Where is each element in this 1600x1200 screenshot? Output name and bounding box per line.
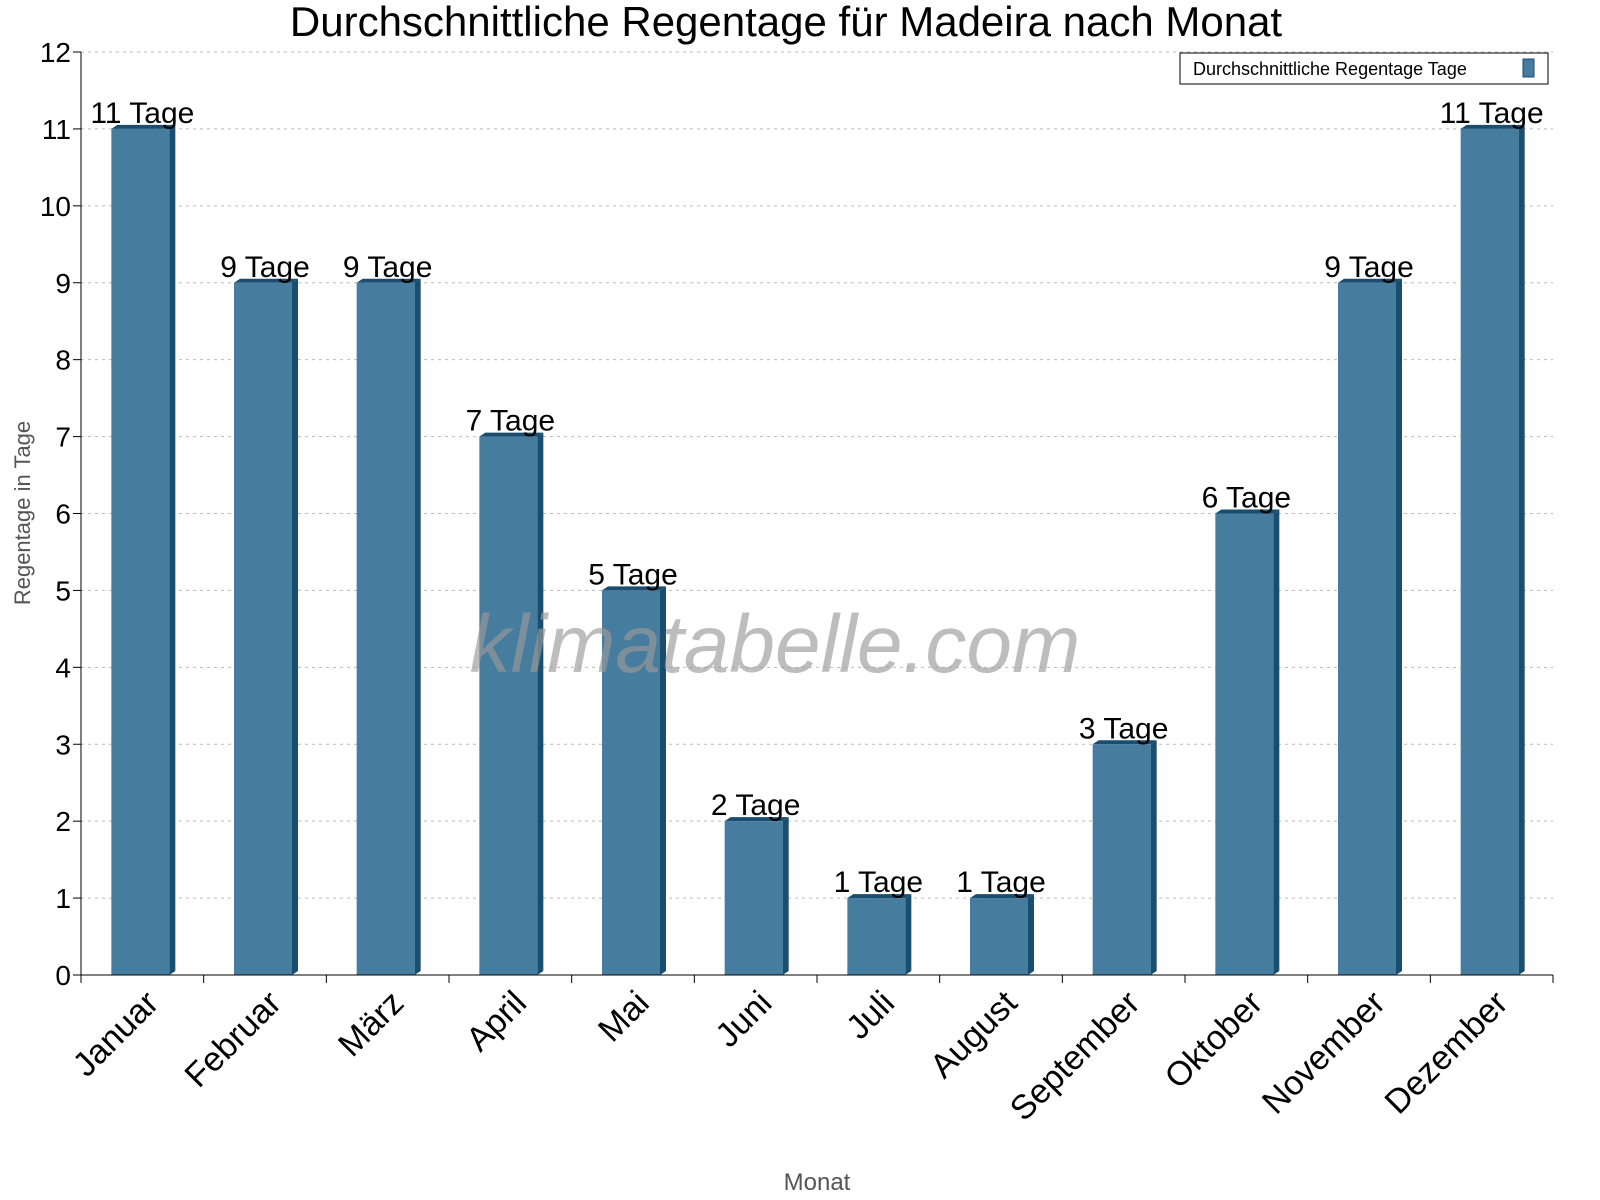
bars [111, 124, 1525, 975]
bar-side [414, 278, 421, 975]
bar [970, 894, 1034, 975]
data-label: 5 Tage [588, 558, 678, 591]
y-tick-label: 5 [55, 575, 71, 606]
y-tick-label: 10 [40, 191, 71, 222]
data-label: 1 Tage [834, 866, 924, 899]
bar-face [1338, 282, 1396, 975]
y-axis-label: Regentage in Tage [10, 421, 35, 605]
y-tick-label: 2 [55, 806, 71, 837]
data-label: 2 Tage [711, 789, 801, 822]
y-tick-label: 4 [55, 652, 71, 683]
legend-label: Durchschnittliche Regentage Tage [1193, 59, 1467, 79]
bar-face [602, 590, 660, 975]
bar-face [847, 898, 906, 975]
chart-title: Durchschnittliche Regentage für Madeira … [290, 0, 1283, 45]
bar-top [1338, 278, 1402, 283]
grid [81, 51, 1553, 899]
watermark: klimatabelle.com [470, 599, 1081, 690]
bar-top [479, 432, 544, 437]
bar [724, 817, 789, 975]
bar-face [1092, 744, 1151, 975]
bar [1338, 278, 1402, 975]
data-label: 1 Tage [956, 866, 1046, 899]
x-tick-label: September [1003, 984, 1147, 1128]
bar-top [724, 817, 789, 822]
bar-top [1460, 124, 1525, 129]
y-tick-label: 0 [55, 960, 71, 991]
y-tick-label: 12 [40, 37, 71, 68]
y-tick-label: 6 [55, 499, 71, 530]
bar [1460, 124, 1525, 975]
bar-top [847, 894, 912, 899]
bar-top [234, 278, 298, 283]
x-tick-label: Juni [708, 984, 779, 1055]
bar-top [970, 894, 1034, 899]
bar-side [782, 817, 789, 975]
bar-top [1215, 509, 1280, 514]
data-label: 9 Tage [220, 251, 310, 284]
bar [602, 586, 666, 975]
legend: Durchschnittliche Regentage Tage [1179, 52, 1549, 85]
x-tick-label: November [1255, 984, 1393, 1122]
bar-top [111, 124, 176, 129]
data-label: 11 Tage [90, 97, 194, 130]
x-tick-label: August [923, 983, 1025, 1085]
bar-top [602, 586, 666, 591]
bar [356, 278, 421, 975]
bar-face [479, 436, 538, 975]
bar [479, 432, 544, 975]
bar-face [1215, 513, 1274, 975]
bar-side [1028, 894, 1034, 975]
bar-face [724, 821, 783, 975]
bar-side [1273, 509, 1280, 975]
bar-face [970, 898, 1028, 975]
bar-side [537, 432, 544, 975]
bar [1215, 509, 1280, 975]
y-tick-label: 8 [55, 345, 71, 376]
y-tick-label: 1 [55, 883, 71, 914]
x-tick-label: Mai [591, 984, 657, 1050]
data-label: 3 Tage [1079, 712, 1169, 745]
bar-side [905, 894, 912, 975]
y-tick-label: 11 [42, 114, 71, 145]
bar-side [1396, 278, 1402, 975]
bar [1092, 740, 1157, 975]
bar-side [1518, 124, 1525, 975]
data-label: 9 Tage [1324, 251, 1414, 284]
x-tick-label: Dezember [1378, 984, 1516, 1122]
data-label: 11 Tage [1440, 97, 1544, 130]
x-tick-label: März [331, 984, 411, 1064]
x-axis-label: Monat [784, 1169, 851, 1196]
bar-face [356, 282, 415, 975]
bar-side [660, 586, 666, 975]
y-tick-label: 9 [55, 268, 71, 299]
data-labels: 11 Tage 9 Tage 9 Tage 7 Tage 5 Tage 2 Tage 1 T… [90, 97, 1543, 899]
data-label: 7 Tage [466, 405, 556, 438]
x-tick-label: Oktober [1158, 984, 1270, 1096]
y-tick-label: 7 [55, 422, 71, 453]
x-tick-label: April [459, 984, 534, 1059]
bar-side [1150, 740, 1157, 975]
bar-side [169, 124, 176, 975]
x-tick-label: Juli [839, 984, 902, 1047]
y-tick-label: 3 [55, 729, 71, 760]
bar-side [292, 278, 298, 975]
data-label: 9 Tage [343, 251, 433, 284]
bar-top [356, 278, 421, 283]
x-tick-label: Januar [66, 984, 166, 1084]
bar-face [111, 128, 170, 975]
bar-face [234, 282, 292, 975]
bar-face [1460, 128, 1519, 975]
x-tick-label: Februar [178, 984, 289, 1095]
data-label: 6 Tage [1202, 482, 1292, 515]
bar [111, 124, 176, 975]
legend-swatch [1522, 58, 1535, 78]
bar [847, 894, 912, 975]
bar [234, 278, 298, 975]
bar-top [1092, 740, 1157, 745]
